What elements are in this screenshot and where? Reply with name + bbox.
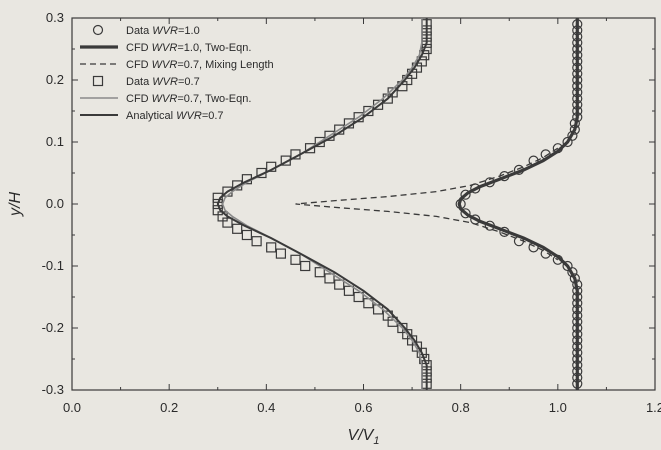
x-tick-label: 0.8 [452, 400, 470, 415]
legend-label: Data WVR=1.0 [126, 25, 200, 37]
data-point-circle [562, 260, 573, 272]
series-line [295, 147, 559, 261]
data-point-square [300, 260, 311, 272]
axis-ticks: 0.0 0.2 0.4 0.6 0.8 1.0 1.2 0.3 0.2 0.1 0.0 -0.1 -0.… [42, 10, 661, 415]
series-3 [212, 19, 432, 389]
x-axis-title: V/V1 [348, 427, 380, 447]
data-point-square [343, 285, 355, 296]
legend-label: CFD WVR=0.7, Mixing Length [126, 59, 274, 71]
y-tick-label: 0.3 [46, 10, 64, 25]
legend-item: Data WVR=1.0 [92, 24, 200, 37]
data-point-square [304, 143, 316, 154]
legend-marker-circle [92, 24, 104, 36]
y-tick-label: 0.1 [46, 134, 64, 149]
series-line [221, 18, 423, 390]
plot-border [71, 17, 656, 391]
series-line [457, 18, 579, 390]
y-tick-label: -0.2 [42, 320, 64, 335]
data-point-square [387, 316, 398, 327]
series-2 [295, 147, 559, 261]
series-0 [455, 19, 583, 389]
data-point-square [275, 248, 287, 259]
legend-label: Analytical WVR=0.7 [126, 110, 224, 122]
series-1 [457, 18, 579, 390]
legend-label: CFD WVR=1.0, Two-Eqn. [126, 42, 251, 54]
y-tick-label: -0.3 [42, 382, 64, 397]
plot-frame [71, 17, 656, 391]
x-tick-label: 0.0 [63, 400, 81, 415]
legend-item: CFD WVR=0.7, Two-Eqn. [80, 93, 251, 105]
legend-item: CFD WVR=0.7, Mixing Length [80, 59, 274, 71]
legend-item: CFD WVR=1.0, Two-Eqn. [80, 42, 251, 54]
data-point-square [290, 254, 301, 265]
data-point-circle [460, 208, 471, 219]
data-point-circle [562, 136, 573, 148]
x-tick-label: 1.0 [549, 400, 567, 415]
data-point-circle [460, 189, 471, 200]
y-tick-label: 0.0 [46, 196, 64, 211]
data-point-square [266, 242, 277, 253]
x-tick-label: 0.4 [257, 400, 275, 415]
data-point-square [324, 273, 335, 284]
series-5 [216, 18, 428, 390]
legend: Data WVR=1.0 CFD WVR=1.0, Two-Eqn. CFD WVR… [80, 24, 274, 122]
data-point-square [251, 236, 262, 247]
legend-label: CFD WVR=0.7, Two-Eqn. [126, 93, 251, 105]
series-layer [212, 18, 583, 390]
legend-item: Analytical WVR=0.7 [80, 110, 224, 122]
data-point-square [232, 223, 243, 234]
series-line [216, 18, 428, 390]
data-point-square [419, 353, 430, 365]
legend-marker-square [92, 75, 104, 87]
x-tick-label: 1.2 [646, 400, 661, 415]
y-tick-label: 0.2 [46, 72, 64, 87]
y-axis-title: y/H [7, 192, 24, 217]
x-tick-label: 0.6 [354, 400, 372, 415]
data-point-square [314, 267, 325, 278]
legend-label: Data WVR=0.7 [126, 76, 200, 88]
y-tick-label: -0.1 [42, 258, 64, 273]
series-4 [221, 18, 423, 390]
x-tick-label: 0.2 [160, 400, 178, 415]
data-point-square [222, 217, 233, 228]
data-point-square [353, 291, 364, 303]
data-point-square [416, 347, 427, 358]
data-point-square [334, 279, 345, 290]
legend-item: Data WVR=0.7 [92, 75, 200, 88]
data-point-square [241, 229, 252, 241]
